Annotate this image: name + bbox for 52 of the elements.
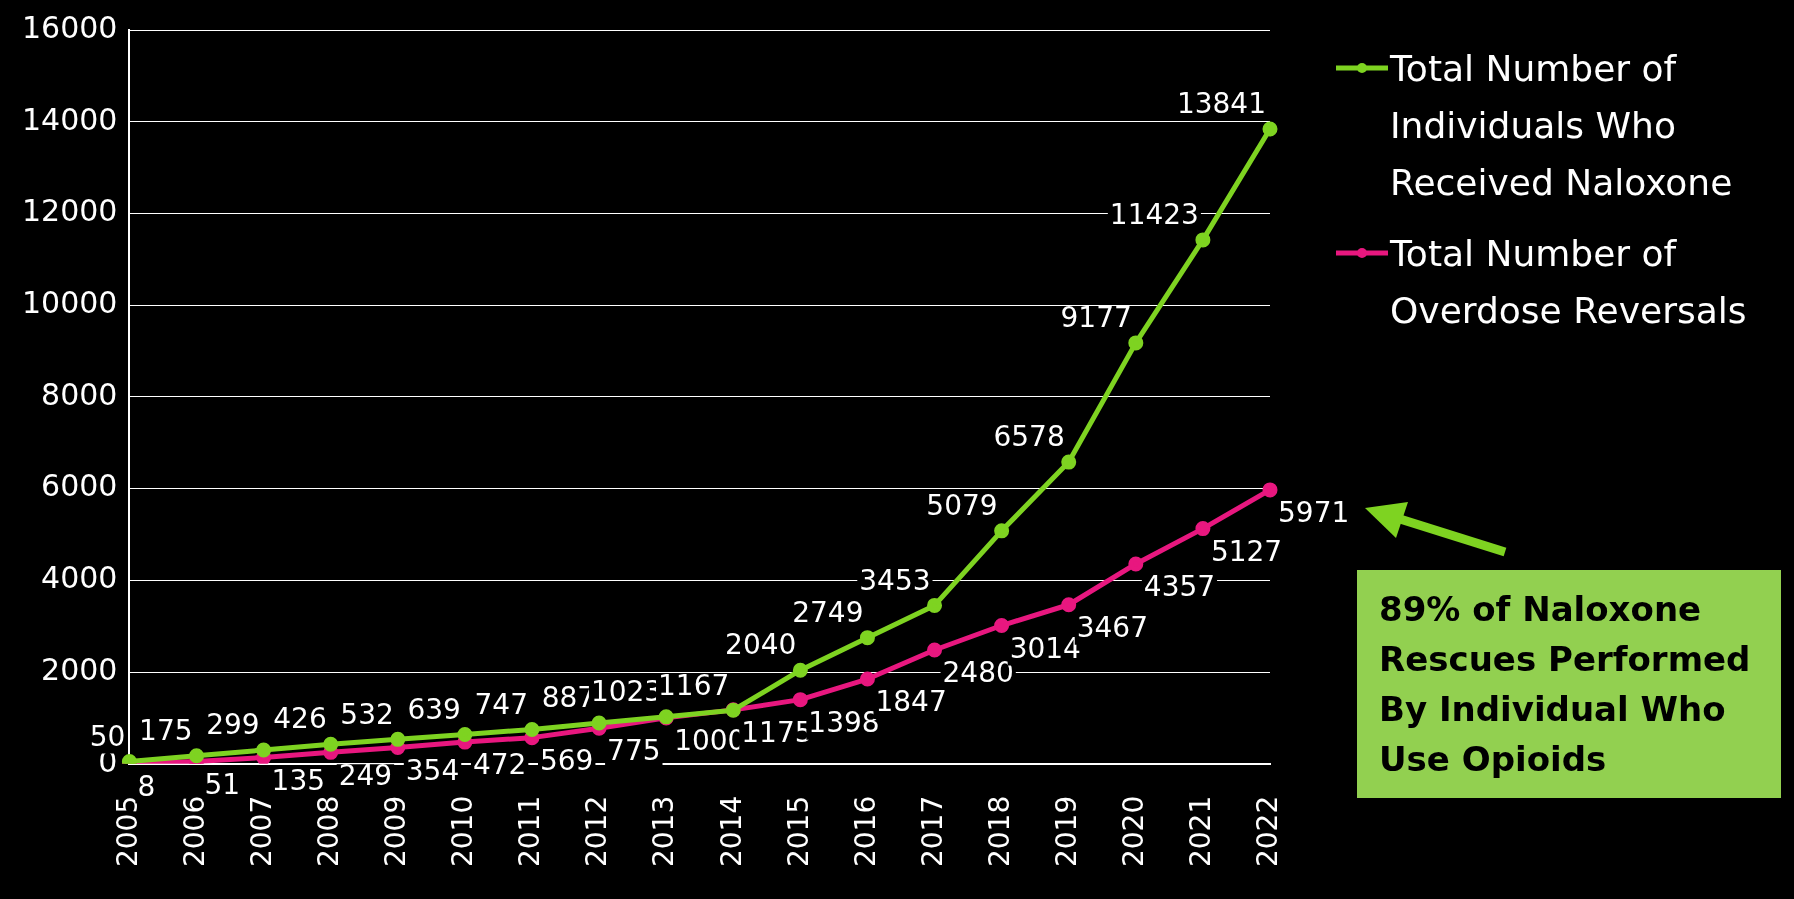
data-label: 2040 bbox=[725, 628, 797, 662]
y-tick-label: 14000 bbox=[22, 101, 118, 137]
y-tick-label: 8000 bbox=[41, 376, 118, 412]
data-label: 5127 bbox=[1210, 534, 1283, 568]
x-tick-label: 2020 bbox=[1117, 795, 1151, 868]
x-tick-label: 2021 bbox=[1184, 795, 1218, 868]
x-tick-label: 2010 bbox=[446, 795, 480, 868]
data-label: 9177 bbox=[1060, 301, 1132, 335]
y-tick-label: 4000 bbox=[41, 560, 118, 596]
data-label: 426 bbox=[273, 702, 327, 736]
data-label: 2749 bbox=[792, 595, 864, 629]
data-label: 6578 bbox=[993, 420, 1065, 454]
data-label: 354 bbox=[405, 753, 460, 787]
y-tick-label: 10000 bbox=[22, 284, 118, 320]
data-label: 639 bbox=[407, 692, 461, 726]
x-tick-label: 2007 bbox=[244, 795, 278, 868]
x-tick-label: 2008 bbox=[311, 795, 345, 868]
data-label: 5971 bbox=[1278, 496, 1350, 530]
data-label: 249 bbox=[338, 758, 393, 792]
data-label: 175 bbox=[139, 714, 193, 747]
x-tick-label: 2014 bbox=[714, 795, 748, 868]
data-label: 569 bbox=[539, 743, 594, 777]
data-label: 747 bbox=[474, 687, 528, 721]
data-label: 5079 bbox=[926, 489, 998, 523]
legend-label: Total Number of Individuals Who Received Naloxone bbox=[1390, 47, 1734, 205]
x-tick-label: 2022 bbox=[1251, 795, 1285, 868]
legend-label: Total Number of Overdose Reversals bbox=[1390, 232, 1748, 333]
data-label: 1167 bbox=[658, 668, 730, 702]
y-tick-label: 2000 bbox=[41, 651, 118, 687]
data-label: 11423 bbox=[1109, 198, 1199, 232]
y-tick-label: 6000 bbox=[41, 468, 118, 504]
y-tick-label: 12000 bbox=[22, 193, 118, 229]
data-label: 4357 bbox=[1143, 570, 1216, 604]
x-tick-label: 2018 bbox=[982, 795, 1016, 868]
data-label: 472 bbox=[472, 748, 527, 782]
data-label: 13841 bbox=[1176, 87, 1267, 121]
x-tick-label: 2016 bbox=[848, 795, 882, 868]
data-label: 532 bbox=[340, 697, 394, 731]
x-tick-label: 2015 bbox=[781, 795, 815, 868]
x-tick-label: 2012 bbox=[580, 795, 614, 868]
y-tick-label: 16000 bbox=[22, 9, 118, 45]
x-tick-label: 2019 bbox=[1050, 795, 1084, 868]
x-tick-label: 2017 bbox=[915, 795, 949, 868]
text: 89% of Naloxone Rescues Performed By Individual Who Use Opioids bbox=[1356, 569, 1782, 799]
data-label: 3453 bbox=[859, 563, 931, 597]
data-label: 135 bbox=[271, 763, 326, 797]
x-tick-label: 2009 bbox=[379, 795, 413, 868]
x-tick-label: 2011 bbox=[513, 795, 547, 868]
data-label: 775 bbox=[607, 734, 661, 768]
data-label: 3467 bbox=[1076, 611, 1148, 645]
data-label: 299 bbox=[206, 708, 260, 742]
x-tick-label: 2013 bbox=[647, 795, 681, 868]
